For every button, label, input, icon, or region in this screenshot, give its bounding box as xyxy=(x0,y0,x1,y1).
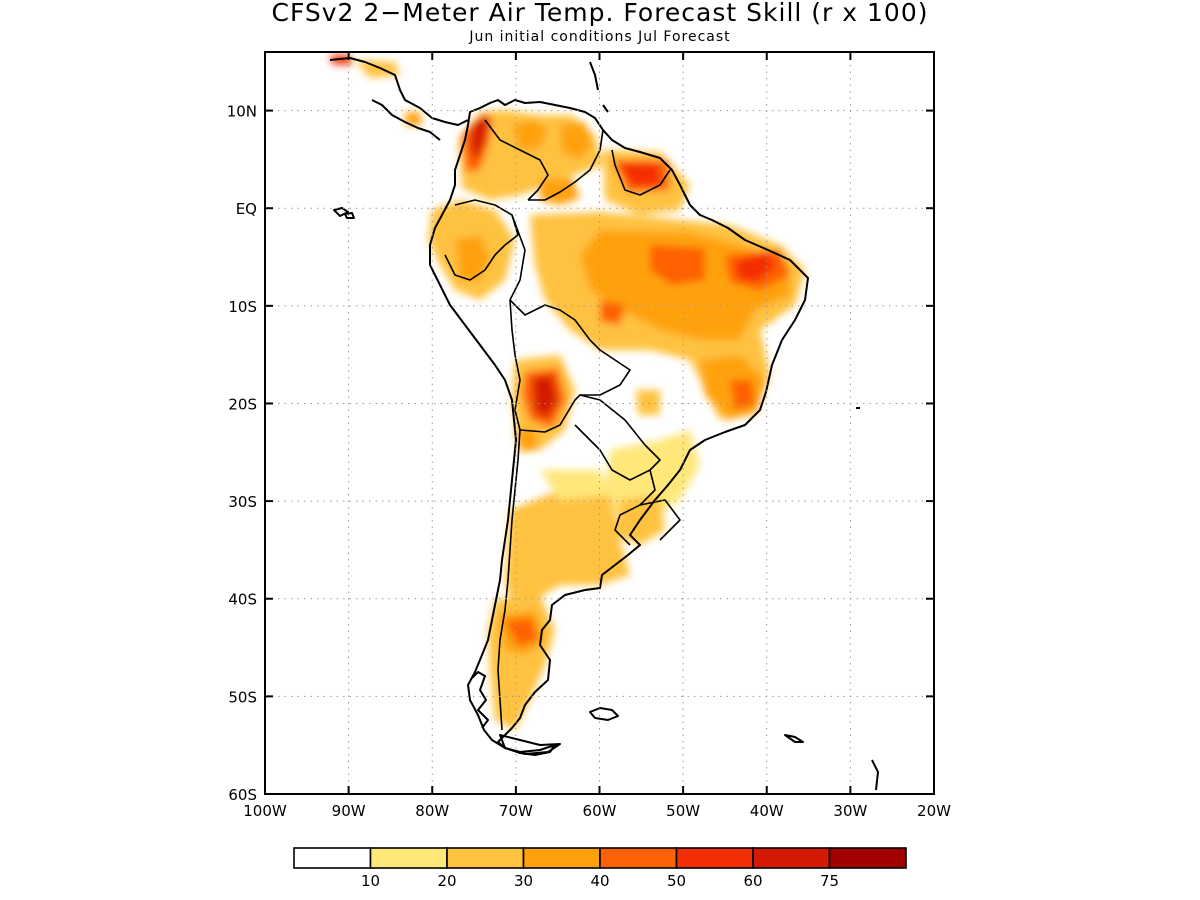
skill-region xyxy=(505,490,630,620)
border-argentina-brazil-uruguay xyxy=(614,469,681,546)
skill-region xyxy=(540,470,612,500)
colorbar-label: 20 xyxy=(437,872,456,890)
skill-region xyxy=(505,618,538,646)
colorbar-swatch xyxy=(369,847,448,869)
lon-tick-label: 50W xyxy=(666,802,700,820)
border-bolivia xyxy=(509,299,631,433)
border-colombia-venezuela xyxy=(484,119,549,201)
lon-tick-label: 80W xyxy=(415,802,449,820)
lon-tick-label: 40W xyxy=(750,802,784,820)
lon-tick-label: 90W xyxy=(332,802,366,820)
lon-tick-label: 30W xyxy=(833,802,867,820)
colorbar-swatch xyxy=(828,847,907,869)
lat-tick-label: 40S xyxy=(228,591,257,609)
map-title: CFSv2 2−Meter Air Temp. Forecast Skill (… xyxy=(271,0,929,27)
colorbar-label: 40 xyxy=(590,872,609,890)
skill-region xyxy=(636,390,660,415)
skill-region xyxy=(512,120,548,150)
tierra-del-fuego xyxy=(499,734,561,755)
map-subtitle: Jun initial conditions Jul Forecast xyxy=(469,29,731,45)
colorbar-swatch xyxy=(752,847,831,869)
colorbar-swatch xyxy=(599,847,678,869)
skill-region xyxy=(515,428,538,452)
skill-shading xyxy=(330,55,805,730)
colorbar-swatch xyxy=(522,847,601,869)
skill-region xyxy=(620,163,660,186)
colorbar-label: 10 xyxy=(361,872,380,890)
colorbar-label: 60 xyxy=(743,872,762,890)
colorbar-label: 50 xyxy=(667,872,686,890)
skill-region xyxy=(405,112,422,126)
lat-tick-label: 60S xyxy=(228,786,257,804)
colorbar-label: 30 xyxy=(514,872,533,890)
lon-tick-label: 100W xyxy=(243,802,287,820)
chilean-archipelago xyxy=(471,671,489,729)
south-georgia xyxy=(784,734,804,743)
lat-tick-label: 50S xyxy=(228,688,257,706)
border-guyana-suriname xyxy=(611,149,671,196)
skill-region xyxy=(455,235,490,282)
central-america-coastline xyxy=(329,57,469,141)
colorbar: 10 20 30 40 50 60 75 xyxy=(293,847,907,890)
skill-region xyxy=(730,380,755,410)
south-america-coastline xyxy=(429,99,809,756)
lat-tick-label: 20S xyxy=(228,395,257,413)
colorbar-label: 75 xyxy=(820,872,839,890)
lat-tick-label: EQ xyxy=(236,200,257,218)
coastlines xyxy=(329,57,879,791)
skill-region xyxy=(355,60,400,78)
caribbean-islands xyxy=(589,61,609,113)
lon-tick-label: 70W xyxy=(499,802,533,820)
border-colombia-ecuador-peru xyxy=(444,199,519,281)
colorbar-swatch xyxy=(446,847,525,869)
falkland-islands xyxy=(589,707,619,721)
skill-region xyxy=(605,430,700,520)
lon-tick-label: 60W xyxy=(583,802,617,820)
skill-region xyxy=(735,250,775,282)
south-sandwich xyxy=(871,759,879,791)
skill-region xyxy=(470,114,490,160)
galapagos-islands xyxy=(333,207,355,219)
lat-tick-label: 10N xyxy=(227,103,257,121)
skill-region xyxy=(650,245,705,285)
lat-tick-label: 30S xyxy=(228,493,257,511)
lon-tick-label: 20W xyxy=(917,802,951,820)
lat-tick-label: 10S xyxy=(228,298,257,316)
border-argentina-chile xyxy=(497,429,521,731)
border-peru-brazil xyxy=(509,214,591,341)
skill-region xyxy=(560,122,592,160)
skill-region xyxy=(600,300,625,325)
gridlines xyxy=(265,52,934,794)
skill-region xyxy=(532,375,558,418)
colorbar-swatch xyxy=(675,847,754,869)
colorbar-swatch xyxy=(293,847,372,869)
